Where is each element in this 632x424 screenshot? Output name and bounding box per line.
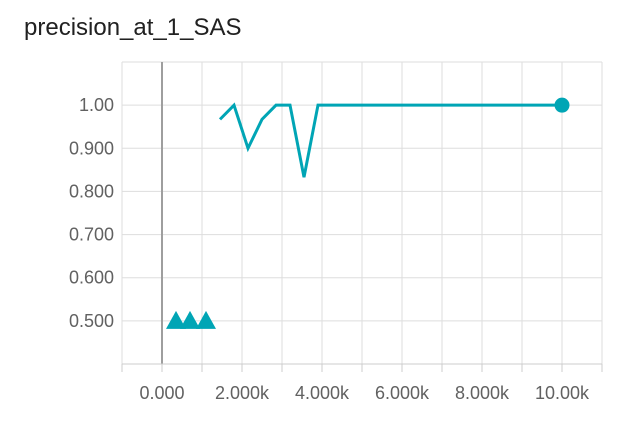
triangle-marker (180, 310, 200, 329)
x-tick-label: 2.000k (215, 383, 270, 403)
tick-labels: 0.500 0.600 0.700 0.800 0.900 1.00 0.000 2.000k… (69, 95, 590, 403)
y-tick-label: 0.600 (69, 268, 114, 288)
y-tick-label: 0.700 (69, 225, 114, 245)
x-tick-label: 0.000 (139, 383, 184, 403)
series-line (218, 102, 562, 178)
x-tick-label: 8.000k (455, 383, 510, 403)
y-tick-label: 0.800 (69, 181, 114, 201)
x-tick-label: 6.000k (375, 383, 430, 403)
triangle-marker (196, 310, 216, 329)
x-tick-label: 10.00k (535, 383, 590, 403)
chart-title: precision_at_1_SAS (24, 14, 242, 41)
y-tick-label: 0.900 (69, 138, 114, 158)
series (166, 97, 570, 329)
y-tick-label: 0.500 (69, 311, 114, 331)
circle-marker (554, 97, 570, 113)
x-tick-label: 4.000k (295, 383, 350, 403)
triangle-marker (166, 310, 186, 329)
y-tick-label: 1.00 (79, 95, 114, 115)
axes (121, 62, 603, 372)
